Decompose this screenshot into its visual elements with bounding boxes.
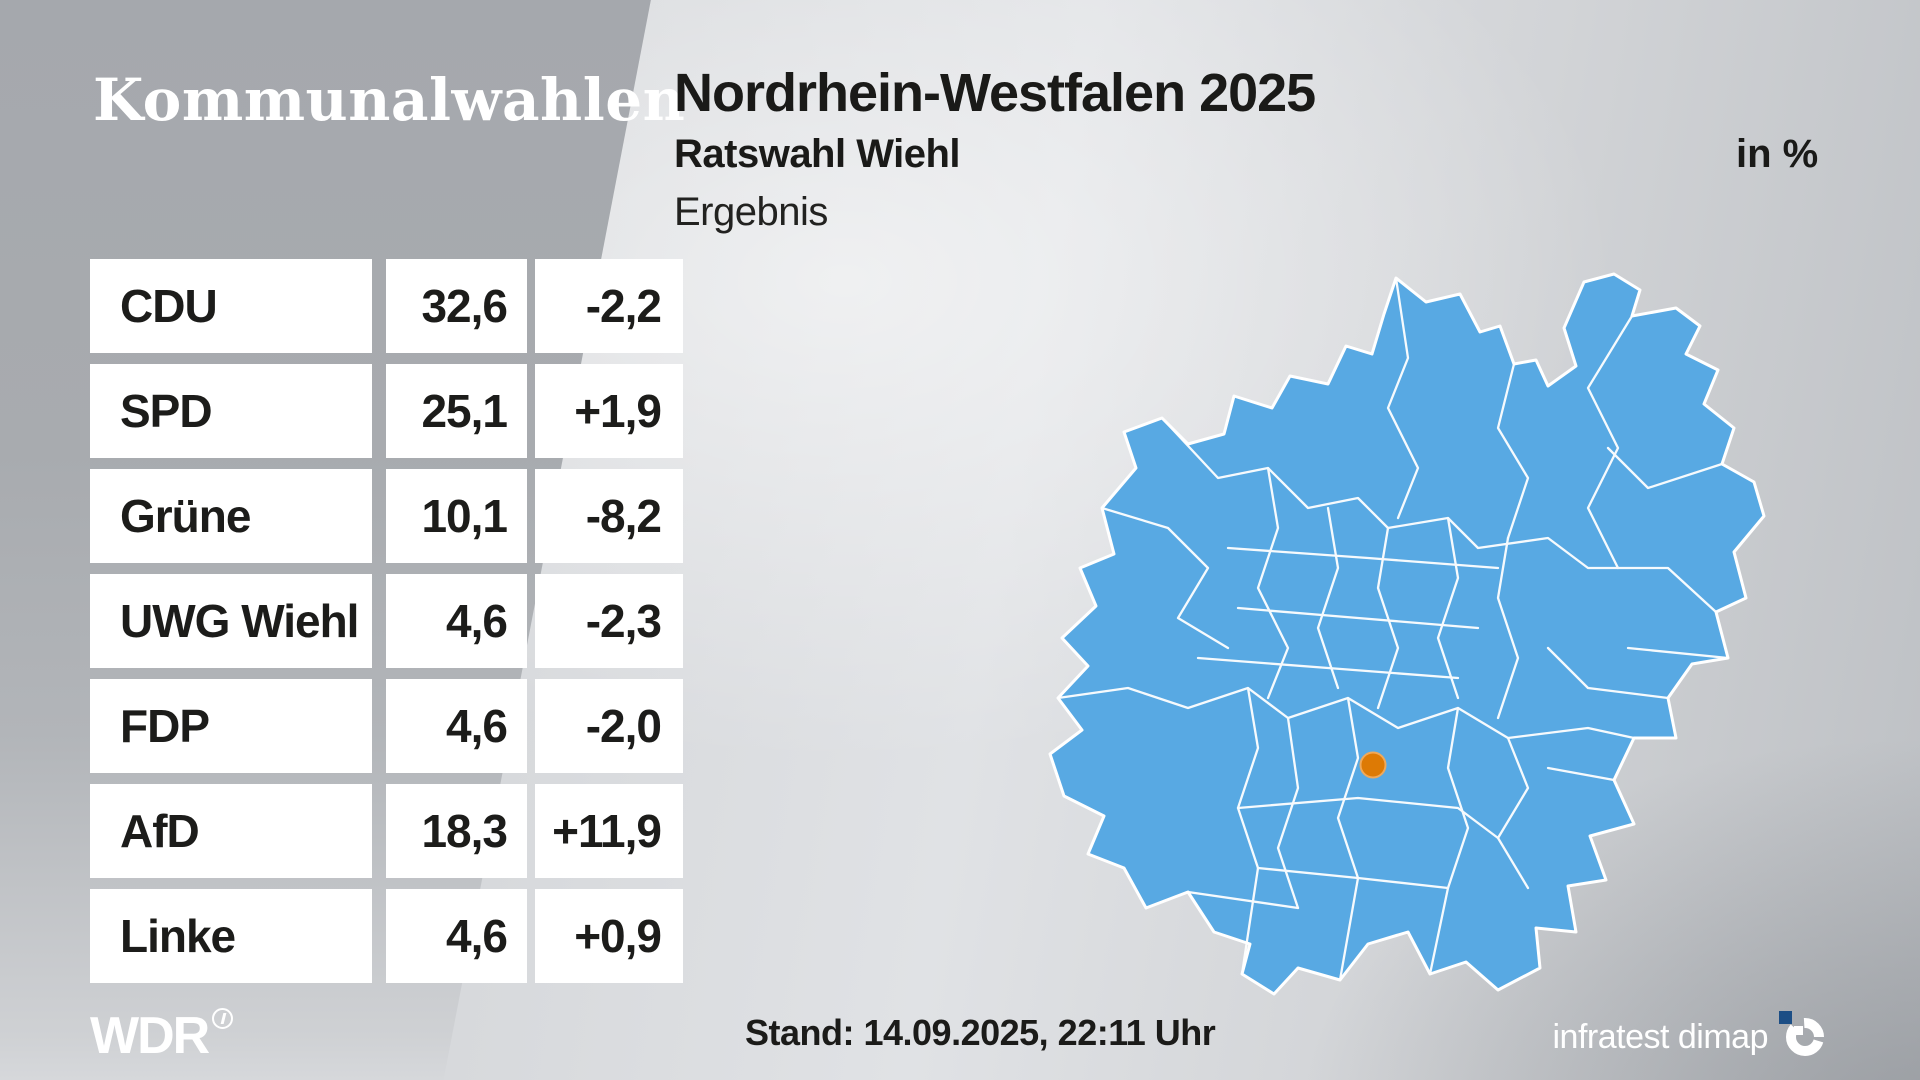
change-value: -2,0	[535, 679, 683, 773]
result-value: 25,1	[386, 364, 527, 458]
change-value: +1,9	[535, 364, 683, 458]
wdr-logo: WDR	[90, 1006, 234, 1066]
party-label: FDP	[90, 679, 372, 773]
nrw-map	[1028, 268, 1770, 1000]
wdr-logo-text: WDR	[90, 1007, 210, 1065]
party-label: AfD	[90, 784, 372, 878]
result-value: 18,3	[386, 784, 527, 878]
result-value: 4,6	[386, 574, 527, 668]
infratest-dimap-icon	[1778, 1010, 1824, 1056]
program-brand: Kommunalwahlen	[93, 66, 686, 134]
timestamp: Stand: 14.09.2025, 22:11 Uhr	[745, 1012, 1216, 1053]
result-value: 4,6	[386, 679, 527, 773]
page-title: Nordrhein-Westfalen 2025	[674, 63, 1316, 123]
party-label: Linke	[90, 889, 372, 983]
change-value: +11,9	[535, 784, 683, 878]
table-row: SPD 25,1 +1,9	[90, 364, 683, 458]
district-borders	[1056, 276, 1730, 982]
source-credit: infratest dimap	[1552, 1018, 1769, 1056]
change-value: -2,2	[535, 259, 683, 353]
table-row: AfD 18,3 +11,9	[90, 784, 683, 878]
unit-label: in %	[1736, 132, 1819, 176]
table-row: UWG Wiehl 4,6 -2,3	[90, 574, 683, 668]
result-value: 32,6	[386, 259, 527, 353]
change-value: -8,2	[535, 469, 683, 563]
table-row: FDP 4,6 -2,0	[90, 679, 683, 773]
change-value: -2,3	[535, 574, 683, 668]
result-status-label: Ergebnis	[674, 190, 828, 234]
result-value: 10,1	[386, 469, 527, 563]
nrw-map-svg	[1048, 272, 1766, 996]
party-label: UWG Wiehl	[90, 574, 372, 668]
party-label: Grüne	[90, 469, 372, 563]
change-value: +0,9	[535, 889, 683, 983]
nrw-state-shape	[1048, 272, 1766, 996]
election-subtitle: Ratswahl Wiehl	[674, 132, 961, 176]
wiehl-marker	[1359, 751, 1387, 779]
table-row: Grüne 10,1 -8,2	[90, 469, 683, 563]
result-value: 4,6	[386, 889, 527, 983]
ard-one-icon	[212, 1008, 234, 1029]
table-row: Linke 4,6 +0,9	[90, 889, 683, 983]
party-label: CDU	[90, 259, 372, 353]
party-label: SPD	[90, 364, 372, 458]
table-row: CDU 32,6 -2,2	[90, 259, 683, 353]
